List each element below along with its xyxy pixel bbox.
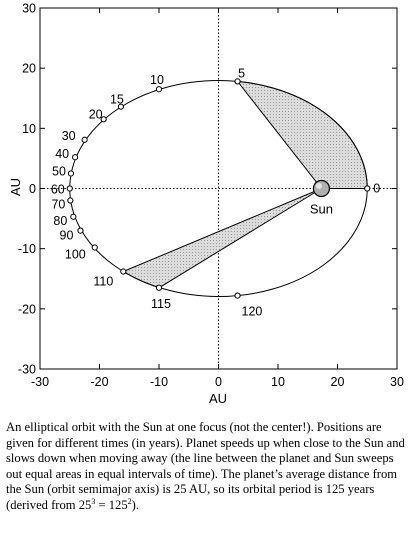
- orbit-point-100: [91, 244, 98, 251]
- orbit-point-5: [234, 78, 241, 85]
- point-label-50: 50: [52, 164, 66, 178]
- y-axis-label: AU: [8, 178, 23, 196]
- point-label-60: 60: [51, 183, 65, 197]
- point-label-90: 90: [60, 229, 74, 243]
- y-tick-label-30: 30: [22, 2, 36, 16]
- y-tick-label--30: -30: [18, 363, 36, 377]
- y-tick-label-0: 0: [29, 182, 36, 196]
- caption-exponent-2: 2: [127, 496, 132, 506]
- point-label-115: 115: [151, 297, 171, 311]
- point-label-0: 0: [373, 182, 380, 196]
- y-tick-label-20: 20: [22, 62, 36, 76]
- x-tick-label-30: 30: [390, 375, 404, 389]
- point-label-30: 30: [62, 129, 76, 143]
- point-label-110: 110: [93, 275, 113, 289]
- orbit-point-15: [117, 103, 125, 110]
- point-label-10: 10: [150, 73, 164, 87]
- x-tick-label--20: -20: [90, 375, 108, 389]
- point-label-120: 120: [242, 305, 263, 319]
- sun-highlight: [315, 183, 322, 189]
- orbit-point-10: [155, 86, 163, 93]
- point-label-100: 100: [65, 247, 86, 261]
- orbit-point-120: [234, 292, 241, 299]
- y-tick-label--20: -20: [18, 302, 36, 316]
- y-tick-label-10: 10: [22, 122, 36, 136]
- point-label-20: 20: [89, 107, 103, 121]
- x-tick-label-20: 20: [331, 375, 345, 389]
- caption-equals: = 125: [95, 497, 128, 512]
- orbit-point-0: [364, 185, 371, 192]
- caption-text: An elliptical orbit with the Sun at one …: [6, 420, 405, 512]
- orbit-point-20: [100, 116, 107, 123]
- y-tick-label--10: -10: [18, 242, 36, 256]
- point-label-15: 15: [110, 93, 124, 107]
- point-label-80: 80: [53, 214, 67, 228]
- caption-exponent-1: 3: [91, 496, 96, 506]
- orbit-point-50: [67, 170, 75, 177]
- orbit-point-70: [67, 197, 74, 204]
- point-label-70: 70: [51, 198, 65, 212]
- x-tick-label-10: 10: [271, 375, 285, 389]
- orbit-point-110: [120, 268, 127, 275]
- swept-areas: [122, 80, 368, 289]
- x-axis-label: AU: [209, 391, 227, 406]
- orbit-point-30: [81, 136, 88, 143]
- figure-caption: An elliptical orbit with the Sun at one …: [6, 420, 410, 514]
- orbit-point-60: [66, 185, 73, 192]
- orbit-point-115: [155, 284, 163, 291]
- swept-area-110-115: [122, 188, 322, 289]
- sun-label: Sun: [310, 202, 333, 217]
- point-label-5: 5: [238, 66, 245, 80]
- x-tick-label--10: -10: [150, 375, 168, 389]
- caption-end: ).: [131, 497, 139, 512]
- x-tick-label--30: -30: [31, 375, 49, 389]
- point-label-40: 40: [55, 147, 69, 161]
- orbit-point-90: [77, 227, 84, 234]
- orbit-point-80: [70, 213, 77, 220]
- x-tick-label-0: 0: [215, 375, 222, 389]
- sun-marker: [312, 179, 331, 198]
- orbit-point-40: [72, 154, 79, 161]
